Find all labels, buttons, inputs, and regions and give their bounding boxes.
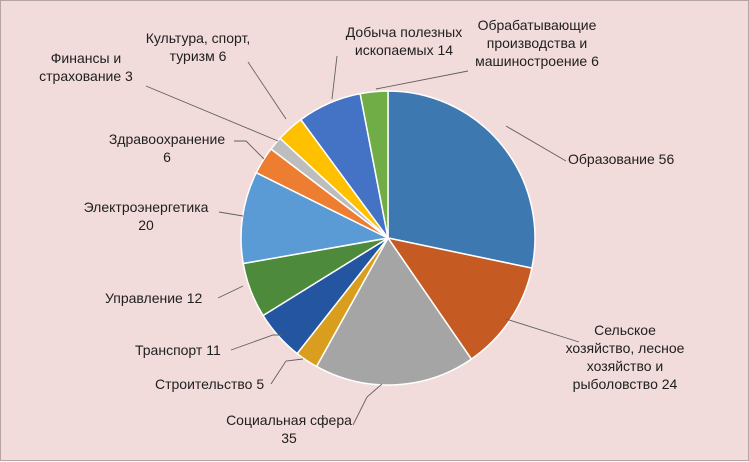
slice-label-line: 20	[138, 217, 154, 233]
leader-line-4	[270, 358, 304, 385]
slice-label-2: Сельское хозяйство, лесное хозяйство и рыбо…	[566, 322, 685, 392]
slice-label-10: Культура, спорт, туризм 6	[146, 30, 251, 64]
leader-lines	[145, 55, 580, 426]
leader-line-6	[217, 285, 244, 299]
leader-line-2	[505, 318, 580, 343]
slice-label-line: Социальная сфера	[226, 412, 352, 428]
leader-line-11	[331, 55, 338, 100]
slice-label-7: Электроэнергетика 20	[84, 199, 209, 233]
pie-slice-1	[387, 90, 536, 269]
leader-line-3	[352, 383, 383, 426]
pie-slice-2	[386, 236, 533, 361]
leader-line-12	[375, 70, 469, 90]
pie-slice-3	[315, 236, 473, 386]
leader-line-5	[230, 334, 283, 351]
pie-slices	[240, 90, 536, 386]
slice-label-line: Образование 56	[568, 151, 674, 167]
slice-label-line: Культура, спорт,	[146, 30, 251, 46]
leader-line-10	[247, 61, 287, 120]
slice-label-line: Обрабатывающие	[478, 17, 597, 33]
slice-label-line: Транспорт 11	[135, 342, 221, 358]
slice-label-line: 35	[281, 430, 297, 446]
slice-label-line: туризм 6	[170, 48, 227, 64]
slice-label-11: Добыча полезных ископаемых 14	[346, 24, 462, 58]
slice-label-line: Здравоохранение	[109, 131, 226, 147]
slice-label-6: Управление 12	[105, 290, 203, 306]
slice-label-3: Социальная сфера 35	[226, 412, 352, 446]
slice-label-line: 6	[163, 149, 171, 165]
leader-line-1	[505, 125, 567, 162]
slice-label-line: производства и	[487, 35, 588, 51]
slice-label-line: Сельское	[594, 322, 656, 338]
slice-label-line: хозяйство и	[587, 358, 663, 374]
slice-label-9: Финансы и страхование 3	[39, 50, 133, 84]
pie-slice-12	[359, 90, 389, 239]
slice-label-line: Управление 12	[105, 290, 203, 306]
slice-label-line: страхование 3	[39, 68, 133, 84]
leader-line-7	[218, 211, 244, 217]
slice-label-line: ископаемых 14	[355, 42, 453, 58]
slice-label-line: рыболовство 24	[573, 376, 678, 392]
slice-label-8: Здравоохранение 6	[109, 131, 226, 165]
slice-label-12: Обрабатывающие производства и машиностроен…	[475, 17, 599, 69]
slice-label-4: Строительство 5	[155, 376, 264, 392]
leader-line-8	[234, 140, 265, 160]
slice-label-5: Транспорт 11	[135, 342, 221, 358]
slice-label-line: хозяйство, лесное	[566, 340, 685, 356]
leader-line-9	[145, 85, 279, 142]
slice-label-1: Образование 56	[568, 151, 674, 167]
slice-label-line: Электроэнергетика	[84, 199, 209, 215]
slice-labels: Образование 56 Сельское хозяйство, лесное х…	[39, 17, 684, 446]
pie-slice-7	[240, 171, 391, 265]
slice-label-line: Финансы и	[51, 50, 122, 66]
slice-label-line: Строительство 5	[155, 376, 264, 392]
slice-label-line: Добыча полезных	[346, 24, 462, 40]
slice-label-line: машиностроение 6	[475, 53, 599, 69]
